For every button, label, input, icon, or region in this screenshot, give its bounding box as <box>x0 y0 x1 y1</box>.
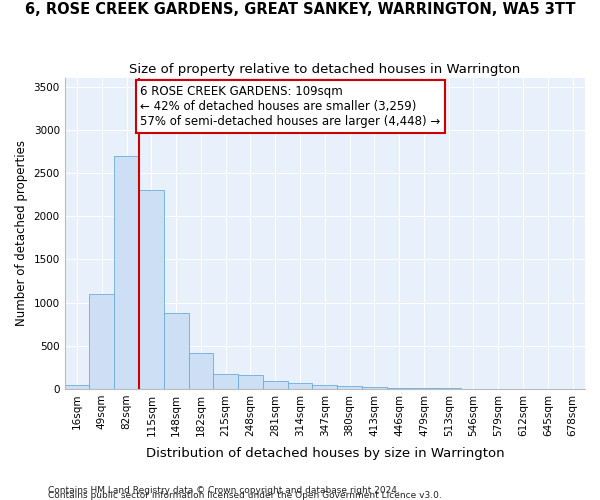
Bar <box>412 388 436 389</box>
Bar <box>287 384 313 389</box>
Text: 6 ROSE CREEK GARDENS: 109sqm
← 42% of detached houses are smaller (3,259)
57% of: 6 ROSE CREEK GARDENS: 109sqm ← 42% of de… <box>140 85 440 128</box>
Bar <box>263 380 287 389</box>
Bar <box>313 384 337 389</box>
Bar <box>238 374 263 389</box>
Bar <box>65 384 89 389</box>
Bar <box>214 374 238 389</box>
Bar <box>337 386 362 389</box>
Title: Size of property relative to detached houses in Warrington: Size of property relative to detached ho… <box>129 62 520 76</box>
Y-axis label: Number of detached properties: Number of detached properties <box>15 140 28 326</box>
Bar <box>188 352 214 389</box>
X-axis label: Distribution of detached houses by size in Warrington: Distribution of detached houses by size … <box>146 447 504 460</box>
Bar <box>139 190 164 389</box>
Text: Contains HM Land Registry data © Crown copyright and database right 2024.: Contains HM Land Registry data © Crown c… <box>48 486 400 495</box>
Bar <box>114 156 139 389</box>
Text: Contains public sector information licensed under the Open Government Licence v3: Contains public sector information licen… <box>48 491 442 500</box>
Bar <box>362 386 387 389</box>
Bar <box>387 388 412 389</box>
Bar <box>164 313 188 389</box>
Text: 6, ROSE CREEK GARDENS, GREAT SANKEY, WARRINGTON, WA5 3TT: 6, ROSE CREEK GARDENS, GREAT SANKEY, WAR… <box>25 2 575 18</box>
Bar <box>89 294 114 389</box>
